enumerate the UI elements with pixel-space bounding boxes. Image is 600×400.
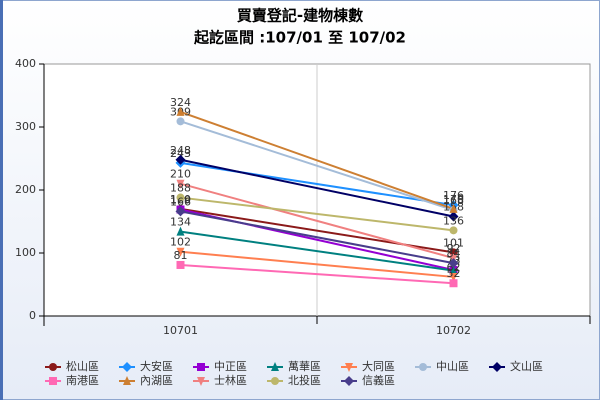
point bbox=[449, 279, 458, 288]
legend-marker bbox=[271, 377, 279, 385]
data-label: 52 bbox=[447, 267, 461, 280]
series-line bbox=[180, 158, 454, 218]
y-tick-label: 300 bbox=[15, 120, 36, 133]
series-line bbox=[180, 196, 454, 232]
x-tick-label: 10701 bbox=[163, 324, 198, 337]
y-tick-label: 200 bbox=[15, 183, 36, 196]
series-line bbox=[180, 182, 454, 260]
series-line bbox=[180, 230, 454, 272]
data-label: 102 bbox=[170, 236, 191, 249]
series-line bbox=[180, 210, 454, 265]
legend-label: 士林區 bbox=[214, 373, 247, 387]
point bbox=[175, 154, 186, 165]
legend-label: 北投區 bbox=[288, 373, 321, 387]
point bbox=[176, 247, 185, 257]
point bbox=[175, 206, 186, 217]
point bbox=[176, 226, 185, 236]
data-label: 81 bbox=[174, 249, 188, 262]
series-line bbox=[180, 120, 454, 212]
data-label: 168 bbox=[443, 194, 464, 207]
series-line bbox=[180, 250, 454, 278]
legend-marker bbox=[419, 363, 427, 371]
point bbox=[449, 226, 458, 235]
legend-marker bbox=[344, 376, 354, 386]
data-label: 188 bbox=[170, 182, 191, 195]
chart-subtitle: 起訖區間 :107/01 至 107/02 bbox=[193, 29, 406, 47]
legend-marker bbox=[492, 362, 502, 372]
point bbox=[176, 106, 185, 116]
data-label: 84 bbox=[447, 247, 461, 260]
point bbox=[176, 260, 185, 269]
legend-label: 松山區 bbox=[66, 359, 99, 373]
data-label: 210 bbox=[170, 168, 191, 181]
data-label: 134 bbox=[170, 216, 191, 229]
point bbox=[448, 211, 459, 222]
legend-label: 萬華區 bbox=[288, 360, 321, 373]
legend-marker bbox=[197, 377, 205, 386]
legend-marker bbox=[123, 376, 131, 385]
data-label: 92 bbox=[447, 242, 461, 255]
data-label: 170 bbox=[443, 193, 464, 206]
legend-marker bbox=[49, 363, 57, 371]
x-tick-label: 10702 bbox=[436, 324, 471, 337]
y-tick-label: 400 bbox=[15, 57, 36, 70]
legend-label: 大同區 bbox=[362, 359, 395, 373]
y-tick-label: 100 bbox=[15, 246, 36, 259]
legend-label: 南港區 bbox=[66, 374, 99, 387]
series-line bbox=[180, 110, 454, 210]
point bbox=[176, 179, 185, 189]
legend-label: 大安區 bbox=[140, 359, 173, 373]
point bbox=[176, 117, 185, 126]
data-label: 176 bbox=[443, 189, 464, 202]
point bbox=[448, 258, 459, 269]
legend-marker bbox=[122, 362, 132, 372]
legend-marker bbox=[197, 363, 205, 371]
data-label: 243 bbox=[170, 147, 191, 160]
data-label: 324 bbox=[170, 96, 191, 109]
legend-label: 中正區 bbox=[214, 360, 247, 373]
point bbox=[449, 265, 458, 275]
point bbox=[449, 272, 458, 282]
legend-label: 信義區 bbox=[362, 373, 395, 387]
legend-label: 內湖區 bbox=[140, 374, 173, 387]
chart-title: 買賣登記-建物棟數 bbox=[237, 7, 363, 25]
legend-label: 中山區 bbox=[436, 360, 469, 373]
legend-marker bbox=[49, 377, 57, 385]
left-border bbox=[0, 0, 3, 400]
data-label: 248 bbox=[170, 144, 191, 157]
legend-label: 文山區 bbox=[510, 359, 543, 373]
legend-marker bbox=[345, 363, 353, 372]
legend-marker bbox=[271, 362, 279, 371]
data-label: 136 bbox=[443, 214, 464, 227]
data-label: 101 bbox=[443, 236, 464, 249]
data-label: 166 bbox=[170, 195, 191, 208]
y-tick-label: 0 bbox=[29, 309, 36, 322]
point bbox=[449, 203, 458, 213]
point bbox=[176, 193, 185, 202]
series-line bbox=[180, 263, 454, 285]
